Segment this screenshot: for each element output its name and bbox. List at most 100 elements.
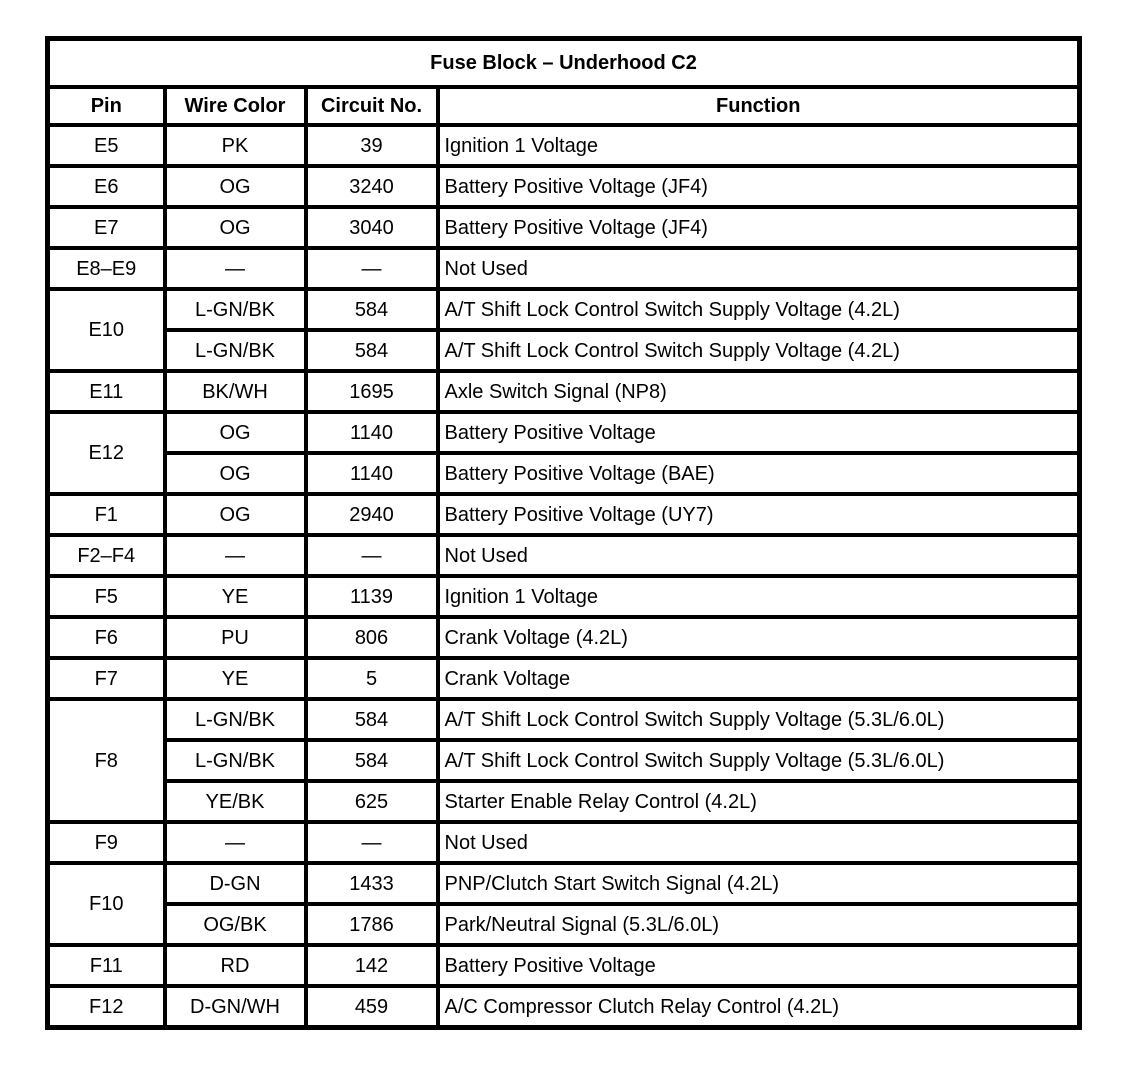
pin-cell: E8–E9 [45,246,167,291]
wire-color-cell: OG [162,164,308,209]
wire-color-cell: — [162,533,308,578]
table-row: E11 BK/WH 1695 Axle Switch Signal (NP8) [45,369,1082,414]
function-cell: Battery Positive Voltage (JF4) [435,205,1082,250]
circuit-no-cell: 625 [303,779,440,824]
table-row: F7 YE 5 Crank Voltage [45,656,1082,701]
table-title: Fuse Block – Underhood C2 [45,36,1082,89]
wire-color-cell: PK [162,123,308,168]
wire-color-cell: D-GN/WH [162,984,308,1030]
wire-color-cell: YE [162,574,308,619]
circuit-no-cell: 142 [303,943,440,988]
wire-color-cell: L-GN/BK [162,697,308,742]
pin-cell: F7 [45,656,167,701]
circuit-no-cell: 1786 [303,902,440,947]
pin-cell: E7 [45,205,167,250]
circuit-no-cell: 584 [303,738,440,783]
circuit-no-cell: 2940 [303,492,440,537]
table-row: E12 OG 1140 Battery Positive Voltage [45,410,1082,496]
circuit-no-cell: 5 [303,656,440,701]
circuit-no-cell: 459 [303,984,440,1030]
wire-color-cell: — [162,246,308,291]
function-cell: Axle Switch Signal (NP8) [435,369,1082,414]
pin-cell: F12 [45,984,167,1030]
table-row: F11 RD 142 Battery Positive Voltage [45,943,1082,988]
function-cell: Not Used [435,820,1082,865]
pin-cell: F6 [45,615,167,660]
wire-color-cell: OG [162,451,308,496]
table-row: E10 L-GN/BK 584 A/T Shift Lock Control Swit… [45,287,1082,373]
function-cell: Battery Positive Voltage [435,410,1082,455]
table-row: E7 OG 3040 Battery Positive Voltage (JF4) [45,205,1082,250]
circuit-no-cell: 1433 [303,861,440,906]
wire-color-cell: YE [162,656,308,701]
function-cell: Park/Neutral Signal (5.3L/6.0L) [435,902,1082,947]
table-row: F9— — Not Used [45,820,1082,865]
circuit-no-cell: 1140 [303,410,440,455]
pin-cell: F5 [45,574,167,619]
circuit-no-cell: — [303,246,440,291]
wire-color-cell: — [162,820,308,865]
table-row: YE/BK 625 Starter Enable Relay Control (4.… [48,779,1082,824]
pin-cell: E6 [45,164,167,209]
circuit-no-cell: 1139 [303,574,440,619]
table-row: F1 OG 2940 Battery Positive Voltage (UY7) [45,492,1082,537]
function-cell: Battery Positive Voltage (BAE) [435,451,1082,496]
circuit-no-cell: 3240 [303,164,440,209]
function-cell: Not Used [435,246,1082,291]
function-cell: Crank Voltage [435,656,1082,701]
wire-color-cell: BK/WH [162,369,308,414]
column-header-wire-color: Wire Color [162,85,308,127]
table-row: F12 D-GN/WH 459 A/C Compressor Clutch Relay… [45,984,1082,1030]
circuit-no-cell: 806 [303,615,440,660]
wire-color-cell: OG [162,205,308,250]
table-row: F6 PU 806 Crank Voltage (4.2L) [45,615,1082,660]
circuit-no-cell: 1140 [303,451,440,496]
wire-color-cell: OG/BK [162,902,308,947]
table-title-row: Fuse Block – Underhood C2 [45,36,1082,89]
fuse-table-body: E5 PK 39 Ignition 1 Voltage E6 OG 3240 Battery … [45,123,1082,1030]
table-row: OG 1140 Battery Positive Voltage (BAE) [48,451,1082,496]
fuse-block-table: Fuse Block – Underhood C2 Pin Wire Color… [45,36,1082,1030]
function-cell: A/T Shift Lock Control Switch Supply Vol… [435,738,1082,783]
table-row: E5 PK 39 Ignition 1 Voltage [45,123,1082,168]
circuit-no-cell: 1695 [303,369,440,414]
table-row: F10 D-GN 1433 PNP/Clutch Start Switch Signa… [45,861,1082,947]
pin-cell: F8 [45,697,167,824]
wire-color-cell: YE/BK [162,779,308,824]
pin-cell: F1 [45,492,167,537]
function-cell: Battery Positive Voltage [435,943,1082,988]
function-cell: Ignition 1 Voltage [435,574,1082,619]
table-row: E8–E9— — Not Used [45,246,1082,291]
column-header-function: Function [435,85,1082,127]
column-header-pin: Pin [45,85,167,127]
pin-cell: E5 [45,123,167,168]
circuit-no-cell: 584 [303,328,440,373]
pin-cell: E11 [45,369,167,414]
function-cell: A/T Shift Lock Control Switch Supply Vol… [435,697,1082,742]
table-row: F8 L-GN/BK 584 A/T Shift Lock Control Switc… [45,697,1082,824]
function-cell: Battery Positive Voltage (UY7) [435,492,1082,537]
pin-cell: F2–F4 [45,533,167,578]
wire-color-cell: OG [162,410,308,455]
function-cell: Ignition 1 Voltage [435,123,1082,168]
circuit-no-cell: — [303,533,440,578]
table-row: E6 OG 3240 Battery Positive Voltage (JF4) [45,164,1082,209]
function-cell: Battery Positive Voltage (JF4) [435,164,1082,209]
wire-color-cell: RD [162,943,308,988]
wire-color-cell: L-GN/BK [162,738,308,783]
function-cell: A/C Compressor Clutch Relay Control (4.2… [435,984,1082,1030]
table-row: F2–F4— — Not Used [45,533,1082,578]
fuse-block-table-container: Fuse Block – Underhood C2 Pin Wire Color… [45,36,1082,1030]
pin-cell: E10 [45,287,167,373]
circuit-no-cell: 3040 [303,205,440,250]
wire-color-cell: L-GN/BK [162,287,308,332]
pin-cell: F9 [45,820,167,865]
wire-color-cell: PU [162,615,308,660]
function-cell: PNP/Clutch Start Switch Signal (4.2L) [435,861,1082,906]
pin-cell: F10 [45,861,167,947]
circuit-no-cell: 39 [303,123,440,168]
wire-color-cell: OG [162,492,308,537]
table-header-row: Pin Wire Color Circuit No. Function [45,85,1082,127]
circuit-no-cell: — [303,820,440,865]
function-cell: A/T Shift Lock Control Switch Supply Vol… [435,287,1082,332]
